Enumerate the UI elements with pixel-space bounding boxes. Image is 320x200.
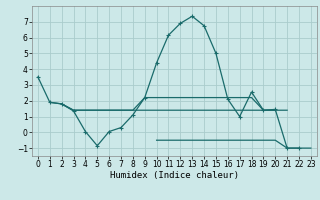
X-axis label: Humidex (Indice chaleur): Humidex (Indice chaleur) <box>110 171 239 180</box>
